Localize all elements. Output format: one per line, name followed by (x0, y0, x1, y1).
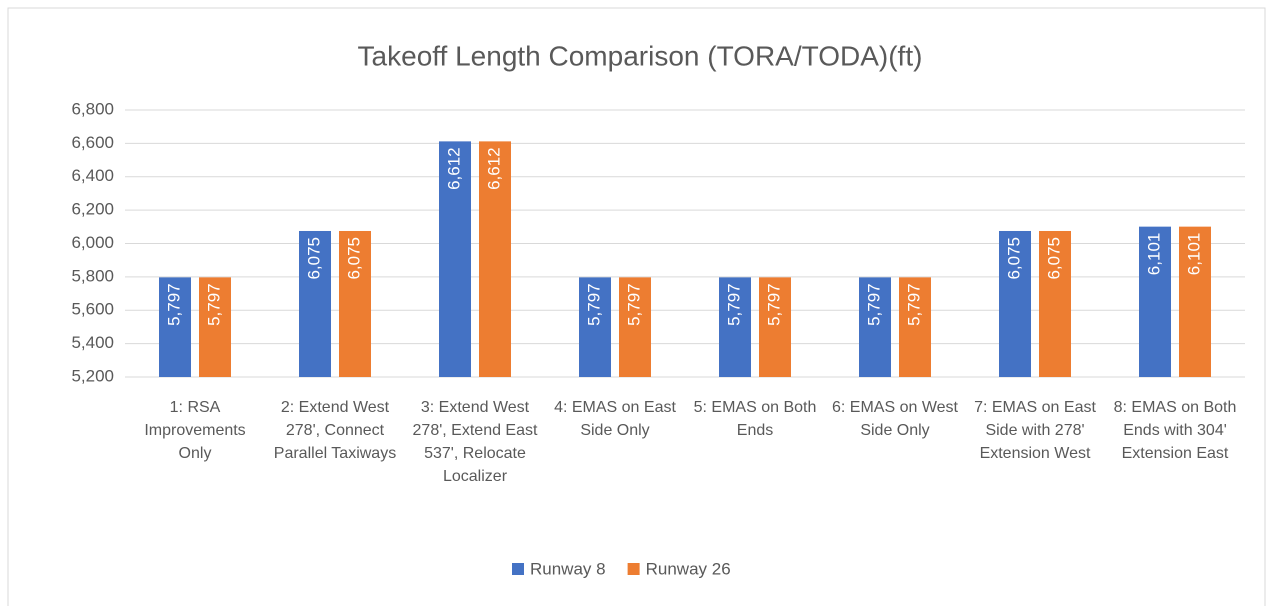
y-tick-label: 5,200 (71, 366, 114, 385)
bar (159, 277, 191, 377)
bar (199, 277, 231, 377)
y-tick-label: 6,800 (71, 99, 114, 118)
data-label: 5,797 (764, 283, 783, 326)
y-tick-label: 5,400 (71, 333, 114, 352)
bar (339, 230, 371, 377)
bar (999, 230, 1031, 377)
data-label: 6,075 (344, 237, 363, 280)
bar (859, 277, 891, 377)
bar (719, 277, 751, 377)
data-label: 5,797 (624, 283, 643, 326)
bar (479, 141, 511, 377)
y-tick-label: 5,600 (71, 300, 114, 319)
y-tick-label: 6,000 (71, 233, 114, 252)
data-label: 6,612 (444, 147, 463, 190)
data-label: 5,797 (164, 283, 183, 326)
data-label: 6,612 (484, 147, 503, 190)
x-tick-label: 1: RSA Improvements Only (144, 399, 246, 462)
x-tick-label: 8: EMAS on Both Ends with 304' Extension… (1113, 399, 1237, 462)
data-label: 5,797 (724, 283, 743, 326)
bar (1139, 226, 1171, 377)
data-label: 6,075 (1044, 237, 1063, 280)
bar (619, 277, 651, 377)
data-label: 5,797 (204, 283, 223, 326)
x-tick-label: 3: Extend West 278', Extend East 537', R… (412, 399, 538, 485)
chart-title: Takeoff Length Comparison (TORA/TODA)(ft… (358, 40, 923, 71)
y-tick-label: 6,600 (71, 133, 114, 152)
data-label: 5,797 (584, 283, 603, 326)
bar (579, 277, 611, 377)
legend-label: Runway 8 (530, 559, 606, 578)
y-tick-label: 6,200 (71, 200, 114, 219)
legend-label: Runway 26 (646, 559, 731, 578)
bar (439, 141, 471, 377)
data-label: 6,101 (1184, 233, 1203, 276)
data-label: 6,101 (1144, 233, 1163, 276)
x-tick-label: 4: EMAS on East Side Only (554, 399, 676, 439)
bar (1039, 230, 1071, 377)
bar (759, 277, 791, 377)
x-tick-label: 7: EMAS on East Side with 278' Extension… (974, 399, 1096, 462)
data-label: 6,075 (1004, 237, 1023, 280)
data-label: 5,797 (904, 283, 923, 326)
y-tick-label: 6,400 (71, 166, 114, 185)
bar (1179, 226, 1211, 377)
legend-swatch (627, 563, 640, 575)
y-tick-label: 5,800 (71, 266, 114, 285)
x-tick-label: 6: EMAS on West Side Only (832, 399, 958, 439)
bar (899, 277, 931, 377)
x-tick-label: 2: Extend West 278', Connect Parallel Ta… (273, 399, 397, 462)
x-tick-label: 5: EMAS on Both Ends (693, 399, 817, 439)
bar (299, 230, 331, 377)
legend-swatch (512, 563, 524, 575)
data-label: 5,797 (864, 283, 883, 326)
data-label: 6,075 (304, 237, 323, 280)
